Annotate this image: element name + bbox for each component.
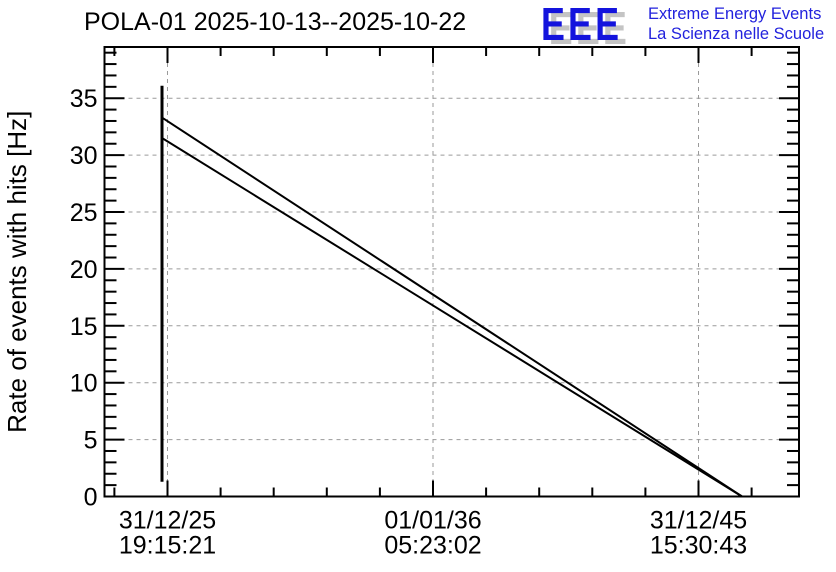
x-tick-time-label: 19:15:21 [119,532,216,560]
y-tick-label: 0 [84,484,98,512]
y-tick-label: 20 [70,256,98,284]
x-tick-date-label: 31/12/25 [119,507,216,535]
eee-logo-text: Extreme Energy Events La Scienza nelle S… [648,4,824,44]
x-tick-date-label: 01/01/36 [384,507,481,535]
series-rate-upper [161,116,743,498]
x-tick-time-label: 15:30:43 [650,532,747,560]
chart-title: POLA-01 2025-10-13--2025-10-22 [84,8,467,36]
eee-logo-line2: La Scienza nelle Scuole [648,25,825,43]
series-rate-lower [161,137,743,498]
y-tick-label: 5 [84,427,98,455]
x-tick-time-label: 05:23:02 [384,532,481,560]
y-axis-title: Rate of events with hits [Hz] [2,111,32,433]
y-tick-label: 25 [70,199,98,227]
eee-logo-line1: Extreme Energy Events [648,5,822,23]
x-tick-date-label: 31/12/45 [650,507,747,535]
y-tick-label: 10 [70,370,98,398]
plot-frame [103,46,800,498]
y-tick-label: 35 [70,85,98,113]
y-tick-label: 15 [70,313,98,341]
eee-logo-acronym: EEE [541,0,623,50]
y-tick-label: 30 [70,142,98,170]
